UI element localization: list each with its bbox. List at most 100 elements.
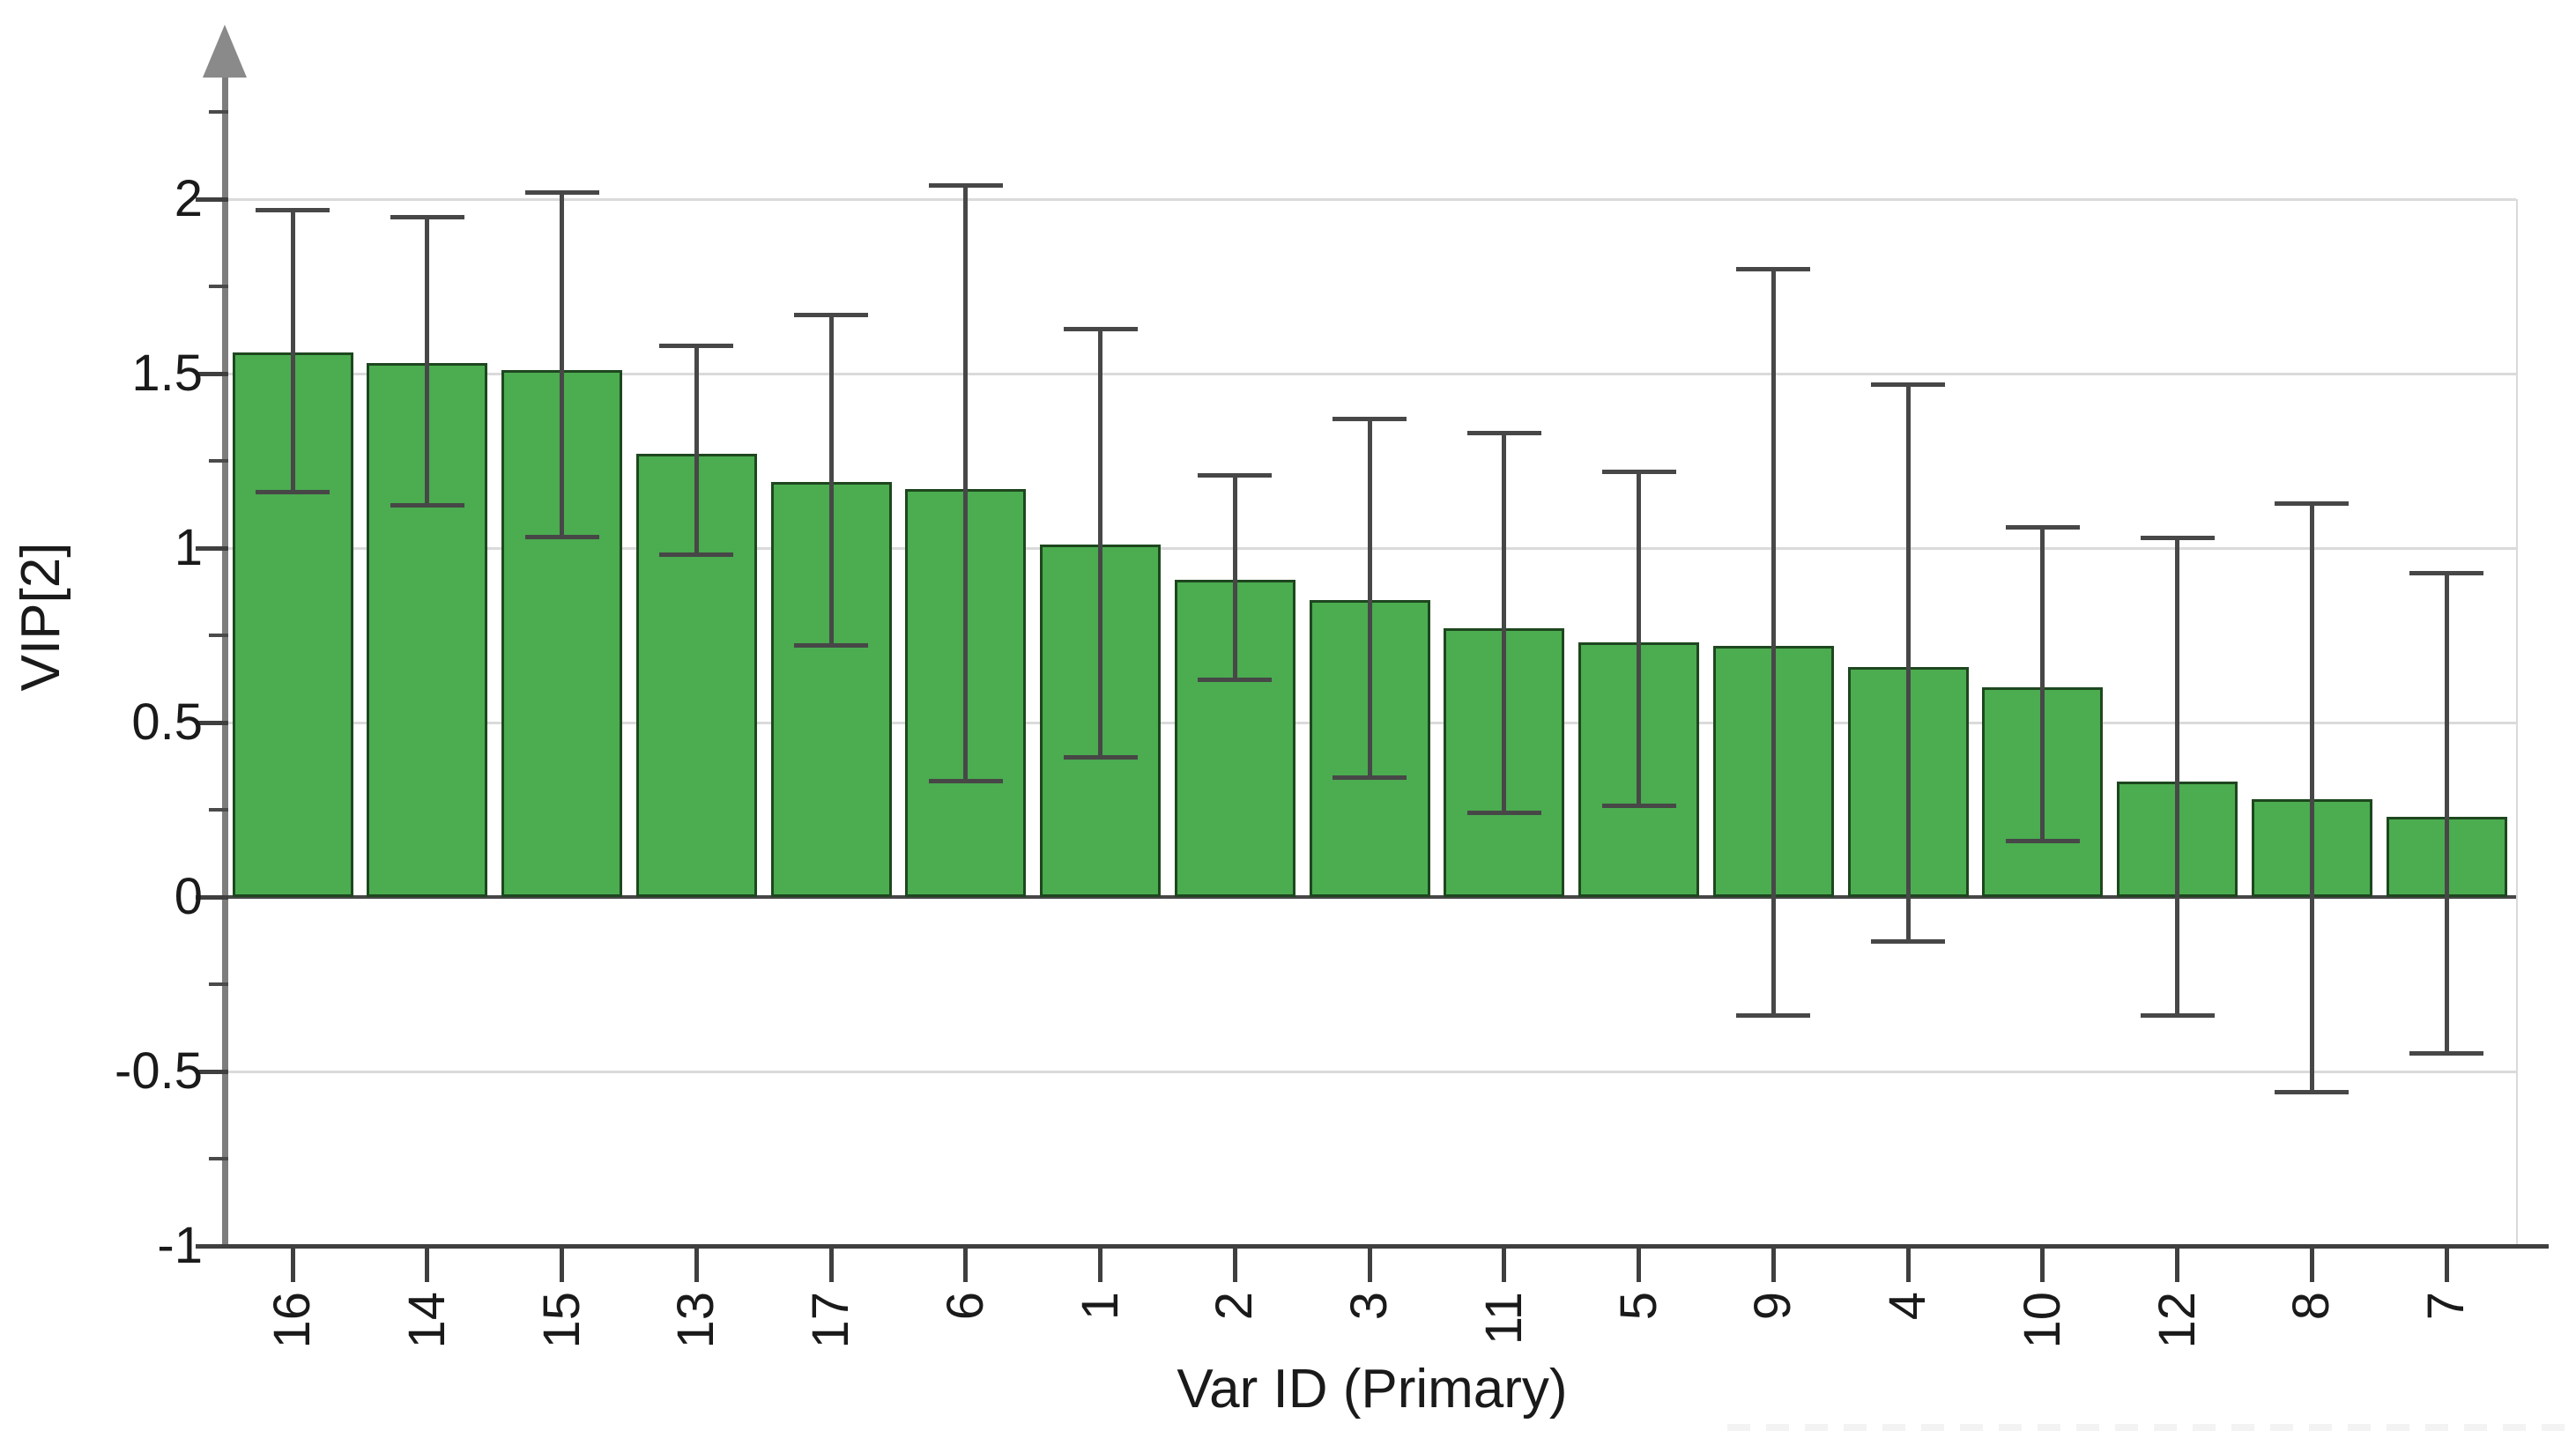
error-bar-line <box>1233 475 1237 680</box>
y-axis-tick-label: 0.5 <box>131 693 203 751</box>
error-bar-cap-bottom <box>1333 775 1407 780</box>
gridline <box>225 1071 2516 1073</box>
y-axis-tick-label: 2 <box>174 170 203 227</box>
x-axis-tick-label: 12 <box>2149 1292 2206 1349</box>
error-bar-cap-bottom <box>256 490 330 494</box>
error-bar-line <box>291 210 295 493</box>
error-bar-cap-top <box>2409 571 2483 575</box>
error-bar-line <box>694 345 699 555</box>
x-axis-tick <box>291 1249 295 1282</box>
y-axis-minor-tick <box>209 459 228 463</box>
error-bar-line <box>829 315 834 646</box>
y-axis-minor-tick <box>209 634 228 637</box>
x-axis-tick <box>1368 1249 1372 1282</box>
y-axis-minor-tick <box>209 285 228 288</box>
error-bar-cap-bottom <box>2409 1051 2483 1056</box>
y-axis-major-tick <box>196 372 228 376</box>
error-bar-cap-bottom <box>2141 1013 2215 1018</box>
error-bar-cap-bottom <box>1467 811 1541 815</box>
error-bar-line <box>1098 329 1102 758</box>
y-axis-major-tick <box>196 895 228 900</box>
error-bar-cap-bottom <box>1736 1013 1810 1018</box>
error-bar-cap-bottom <box>1871 939 1945 944</box>
error-bar-cap-bottom <box>929 779 1003 783</box>
zero-line <box>225 895 2516 899</box>
error-bar-cap-bottom <box>2275 1090 2349 1094</box>
x-axis-tick-label: 10 <box>2014 1292 2071 1349</box>
x-axis-tick <box>2310 1249 2314 1282</box>
error-bar-line <box>1502 433 1506 813</box>
x-axis-tick <box>425 1249 429 1282</box>
y-axis-minor-tick <box>209 1157 228 1160</box>
x-axis-tick-label: 17 <box>802 1292 859 1349</box>
error-bar-cap-top <box>525 190 599 195</box>
error-bar-cap-bottom <box>1064 755 1138 760</box>
error-bar-cap-top <box>659 344 733 348</box>
x-axis-tick <box>1637 1249 1641 1282</box>
x-axis-tick-label: 4 <box>1879 1292 1936 1321</box>
x-axis-tick-label: 13 <box>667 1292 724 1349</box>
x-axis-tick-label: 3 <box>1340 1292 1398 1321</box>
bar <box>1175 580 1295 897</box>
x-axis-title: Var ID (Primary) <box>1177 1359 1568 1420</box>
error-bar-cap-top <box>1198 473 1272 478</box>
x-axis-tick <box>1233 1249 1237 1282</box>
error-bar-cap-top <box>1736 267 1810 271</box>
x-axis-tick-label: 7 <box>2417 1292 2475 1321</box>
error-bar-cap-top <box>2006 525 2080 530</box>
error-bar-line <box>2445 573 2449 1054</box>
error-bar-line <box>1637 471 1641 806</box>
x-axis-tick <box>1502 1249 1506 1282</box>
x-axis-tick <box>1906 1249 1911 1282</box>
y-axis-line <box>222 55 228 1248</box>
error-bar-cap-top <box>929 183 1003 188</box>
error-bar-line <box>1771 269 1776 1016</box>
x-axis-tick-label: 9 <box>1744 1292 1801 1321</box>
x-axis-tick-label: 15 <box>533 1292 590 1349</box>
y-axis-minor-tick <box>209 982 228 986</box>
y-axis-minor-tick <box>209 110 228 114</box>
x-axis-tick <box>2175 1249 2179 1282</box>
error-bar-cap-top <box>1871 382 1945 387</box>
plot-right-border <box>2516 199 2518 1246</box>
error-bar-cap-bottom <box>1198 678 1272 682</box>
x-axis-tick <box>694 1249 699 1282</box>
y-axis-major-tick <box>196 197 228 202</box>
y-axis-minor-tick <box>209 808 228 812</box>
x-axis-tick-label: 16 <box>264 1292 321 1349</box>
error-bar-line <box>1368 419 1372 778</box>
y-axis-major-tick <box>196 1244 228 1249</box>
error-bar-line <box>560 192 564 537</box>
error-bar-line <box>1906 384 1911 942</box>
x-axis-tick <box>2445 1249 2449 1282</box>
x-axis-line <box>222 1244 2549 1249</box>
x-axis-tick <box>2040 1249 2045 1282</box>
x-axis-tick-label: 11 <box>1475 1292 1533 1346</box>
y-axis-tick-label: 1.5 <box>131 345 203 402</box>
error-bar-line <box>963 185 968 782</box>
error-bar-cap-bottom <box>525 535 599 539</box>
error-bar-cap-top <box>1333 417 1407 421</box>
error-bar-line <box>2040 527 2045 841</box>
error-bar-cap-top <box>2141 536 2215 540</box>
x-axis-tick <box>560 1249 564 1282</box>
error-bar-line <box>2175 537 2179 1016</box>
error-bar-cap-top <box>1602 470 1676 474</box>
x-axis-tick <box>1098 1249 1102 1282</box>
error-bar-line <box>2310 503 2314 1093</box>
error-bar-cap-bottom <box>794 643 868 648</box>
error-bar-cap-top <box>1064 327 1138 331</box>
y-axis-arrow-icon <box>203 25 247 78</box>
error-bar-cap-top <box>256 208 330 212</box>
y-axis-tick-label: -1 <box>157 1217 203 1274</box>
x-axis-tick-label: 6 <box>937 1292 994 1321</box>
x-axis-tick-label: 14 <box>398 1292 456 1349</box>
y-axis-major-tick <box>196 721 228 725</box>
y-axis-tick-label: 0 <box>174 868 203 925</box>
error-bar-line <box>425 217 429 506</box>
x-axis-tick-label: 5 <box>1610 1292 1667 1321</box>
cropped-footer-text <box>1727 1424 2565 1431</box>
error-bar-cap-top <box>794 313 868 317</box>
